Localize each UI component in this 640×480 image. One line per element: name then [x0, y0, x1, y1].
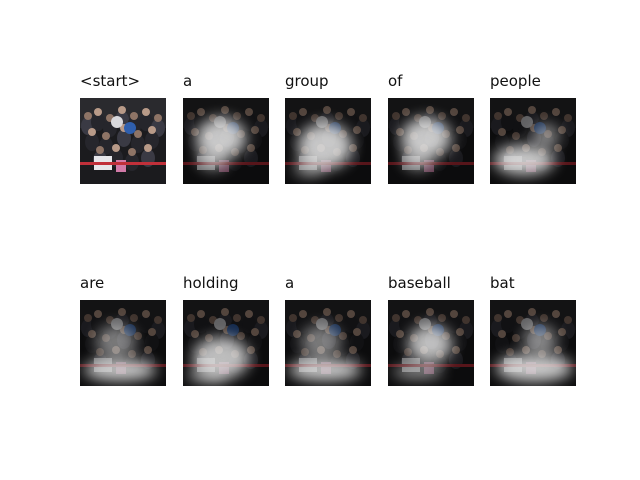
attention-overlay	[183, 98, 269, 184]
attention-highlight	[533, 124, 559, 148]
caption-word: bat	[490, 274, 515, 292]
attention-overlay	[285, 300, 371, 386]
caption-word: a	[183, 72, 193, 90]
attention-overlay	[285, 98, 371, 184]
attention-overlay	[490, 300, 576, 386]
caption-word: holding	[183, 274, 239, 292]
caption-word: are	[80, 274, 105, 292]
caption-word: a	[285, 274, 295, 292]
attention-map-panel	[490, 98, 576, 184]
scene-image	[80, 98, 166, 184]
attention-overlay	[388, 98, 474, 184]
attention-highlight	[393, 365, 443, 379]
attention-highlight	[289, 359, 361, 381]
attention-overlay	[80, 300, 166, 386]
attention-map-panel	[285, 98, 371, 184]
attention-map-panel	[388, 98, 474, 184]
caption-word: <start>	[80, 72, 141, 90]
attention-highlight	[198, 146, 228, 170]
attention-map-panel	[490, 300, 576, 386]
attention-map-panel	[285, 300, 371, 386]
caption-word: group	[285, 72, 329, 90]
caption-word: baseball	[388, 274, 451, 292]
attention-highlight	[301, 325, 341, 359]
attention-highlight	[84, 359, 156, 381]
attention-highlight	[96, 325, 136, 359]
attention-highlight	[496, 354, 572, 382]
attention-map-panel	[80, 300, 166, 386]
attention-map-panel	[388, 300, 474, 386]
attention-map-panel	[183, 300, 269, 386]
original-image-panel	[80, 98, 166, 184]
attention-overlay	[183, 300, 269, 386]
attention-highlight	[408, 325, 452, 363]
attention-highlight	[523, 325, 557, 355]
attention-highlight	[403, 146, 433, 170]
attention-map-panel	[183, 98, 269, 184]
attention-highlight	[294, 159, 324, 177]
caption-word: people	[490, 72, 541, 90]
attention-highlight	[494, 145, 554, 175]
attention-highlight	[187, 370, 227, 382]
caption-word: of	[388, 72, 403, 90]
attention-overlay	[490, 98, 576, 184]
attention-overlay	[388, 300, 474, 386]
